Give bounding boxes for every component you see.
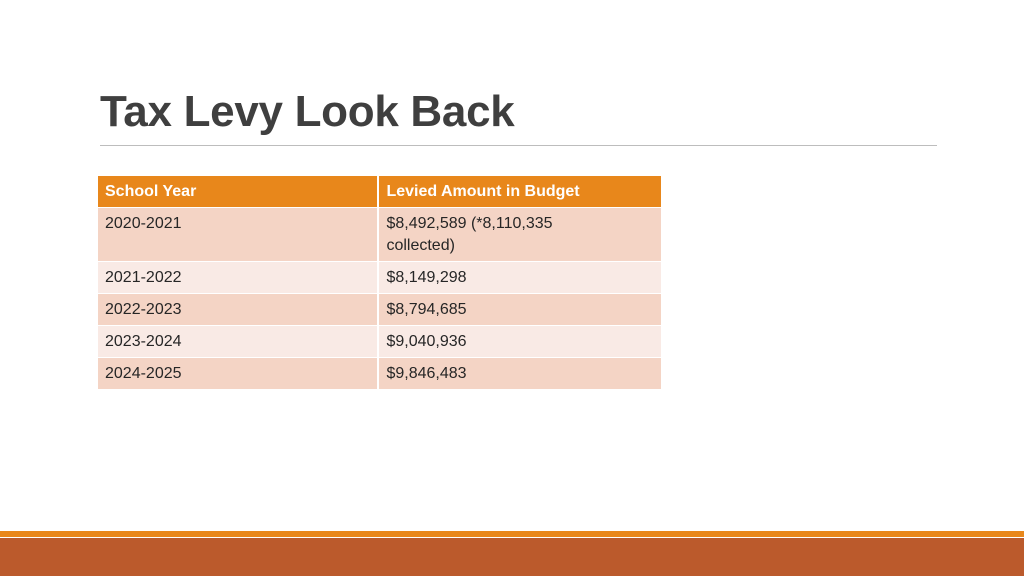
cell-levied-amount: $8,794,685 [379,294,661,326]
table-row: 2021-2022 $8,149,298 [98,262,661,294]
cell-levied-amount: $8,492,589 (*8,110,335 collected) [379,208,661,262]
cell-school-year: 2021-2022 [98,262,380,294]
levied-amount-text: $8,492,589 (*8,110,335 collected) [386,215,553,254]
slide-title: Tax Levy Look Back [100,87,515,136]
title-divider [100,145,937,146]
table-row: 2020-2021 $8,492,589 (*8,110,335 collect… [98,208,661,262]
footer-bar [0,538,1024,576]
table-header-row: School Year Levied Amount in Budget [98,176,661,208]
cell-school-year: 2024-2025 [98,358,380,390]
table-row: 2024-2025 $9,846,483 [98,358,661,390]
cell-school-year: 2023-2024 [98,326,380,358]
cell-school-year: 2022-2023 [98,294,380,326]
table-row: 2023-2024 $9,040,936 [98,326,661,358]
footer-accent-stripe [0,531,1024,537]
cell-school-year: 2020-2021 [98,208,380,262]
table-row: 2022-2023 $8,794,685 [98,294,661,326]
cell-levied-amount: $9,040,936 [379,326,661,358]
cell-levied-amount: $9,846,483 [379,358,661,390]
cell-levied-amount: $8,149,298 [379,262,661,294]
column-header-levied-amount: Levied Amount in Budget [379,176,661,208]
tax-levy-table: School Year Levied Amount in Budget 2020… [98,176,661,390]
column-header-school-year: School Year [98,176,380,208]
